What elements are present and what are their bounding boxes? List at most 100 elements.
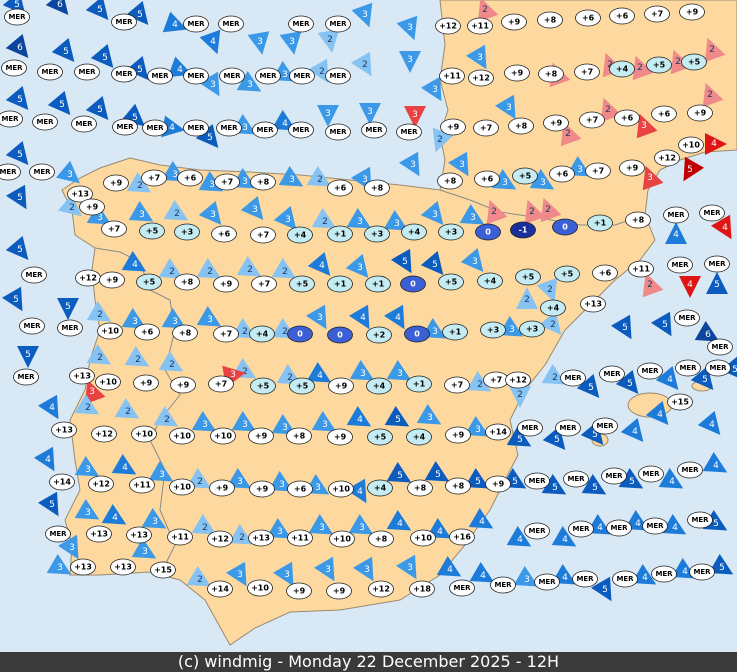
wind-arrow: 2	[186, 565, 212, 587]
temperature-label: +10	[682, 141, 700, 150]
wind-triangle	[308, 513, 334, 535]
temperature-label: +12	[472, 74, 490, 83]
wind-triangle	[404, 106, 426, 128]
temperature-label: MER	[116, 123, 134, 131]
wind-arrow: 5	[85, 0, 109, 20]
temperature-marker: +9	[445, 426, 471, 444]
temperature-marker: +5	[289, 275, 315, 293]
temperature-label: +6	[556, 170, 569, 179]
wind-speed: 3	[459, 160, 465, 170]
temperature-label: +12	[95, 430, 113, 439]
temperature-marker: MER	[216, 119, 242, 137]
temperature-marker: MER	[490, 576, 516, 594]
wind-arrow: 2	[642, 272, 664, 298]
temperature-marker: +1	[406, 375, 432, 393]
wind-arrow: 4	[506, 525, 532, 547]
temperature-marker: 0	[400, 275, 426, 293]
temperature-label: +9	[511, 69, 524, 78]
temperature-marker: MER	[449, 579, 475, 597]
wind-triangle	[469, 561, 495, 583]
temperature-label: +6	[621, 114, 634, 123]
wind-speed: 3	[132, 317, 138, 327]
wind-speed: 5	[17, 150, 23, 160]
wind-speed: 2	[607, 60, 613, 70]
wind-arrow: 2	[163, 199, 189, 221]
wind-triangle	[272, 561, 294, 587]
wind-speed: 5	[17, 193, 23, 203]
wind-triangle	[199, 29, 221, 55]
wind-speed: 5	[713, 519, 719, 529]
wind-arrow: 2	[477, 0, 499, 23]
wind-arrow: 3	[46, 553, 72, 575]
wind-triangle	[516, 287, 538, 309]
wind-speed: 2	[362, 60, 368, 70]
temperature-oval	[642, 517, 668, 535]
temperature-oval	[169, 478, 195, 496]
wind-triangle	[642, 165, 664, 191]
wind-triangle	[85, 0, 109, 20]
temperature-label: +12	[79, 274, 97, 283]
wind-speed: 4	[687, 280, 693, 290]
wind-speed: 3	[357, 263, 363, 273]
wind-triangle	[540, 197, 562, 223]
wind-speed: 2	[242, 327, 248, 337]
temperature-label: +9	[492, 480, 505, 489]
temperature-label: MER	[494, 581, 512, 589]
wind-arrow: 3	[191, 410, 217, 432]
temperature-label: +1	[334, 230, 347, 239]
temperature-marker: +8	[250, 173, 276, 191]
wind-arrow: 2	[307, 58, 329, 84]
temperature-marker: +8	[174, 273, 200, 291]
wind-speed: 5	[552, 483, 558, 493]
temperature-marker: MER	[112, 118, 138, 136]
wind-arrow: 2	[632, 55, 654, 81]
temperature-marker: MER	[704, 255, 730, 273]
wind-triangle	[447, 151, 469, 177]
wind-triangle	[153, 405, 179, 427]
wind-triangle	[494, 94, 516, 120]
wind-triangle	[468, 507, 494, 529]
temperature-label: 0	[485, 228, 491, 237]
temperature-oval	[601, 467, 627, 485]
wind-triangle	[349, 359, 375, 381]
temperature-label: MER	[115, 70, 133, 78]
wind-speed: 3	[432, 327, 438, 337]
wind-speed: 3	[57, 563, 63, 573]
wind-triangle	[161, 115, 185, 138]
wind-triangle	[317, 105, 339, 127]
temperature-oval	[250, 226, 276, 244]
temperature-marker: +6	[575, 9, 601, 27]
temperature-oval	[289, 377, 315, 395]
wind-speed: 3	[207, 315, 213, 325]
temperature-oval	[32, 113, 58, 131]
wind-speed: 4	[360, 313, 366, 323]
wind-triangle	[307, 252, 331, 276]
temperature-marker: +9	[213, 275, 239, 293]
wind-speed: 5	[714, 280, 720, 290]
temperature-marker: +10	[95, 373, 121, 391]
temperature-label: +11	[133, 481, 151, 490]
temperature-oval	[88, 475, 114, 493]
wind-arrow: 2	[86, 343, 112, 365]
wind-speed: 4	[632, 427, 638, 437]
temperature-label: +12	[658, 154, 676, 163]
temperature-marker: +9	[440, 118, 466, 136]
temperature-oval	[501, 13, 527, 31]
temperature-marker: +10	[97, 322, 123, 340]
wind-arrow: 2	[196, 257, 222, 279]
temperature-label: +9	[216, 484, 229, 493]
temperature-label: MER	[559, 424, 577, 432]
temperature-oval	[249, 325, 275, 343]
wind-triangle	[236, 70, 262, 92]
temperature-oval	[325, 123, 351, 141]
wind-arrow: 3	[279, 31, 302, 55]
temperature-marker: MER	[325, 67, 351, 85]
temperature-label: +10	[173, 483, 191, 492]
wind-speed: 3	[322, 420, 328, 430]
temperature-oval	[210, 427, 236, 445]
wind-triangle	[125, 56, 149, 80]
wind-arrow: 2	[306, 165, 332, 187]
temperature-label: MER	[681, 466, 699, 474]
wind-triangle	[491, 168, 517, 190]
wind-arrow: 2	[509, 386, 531, 408]
